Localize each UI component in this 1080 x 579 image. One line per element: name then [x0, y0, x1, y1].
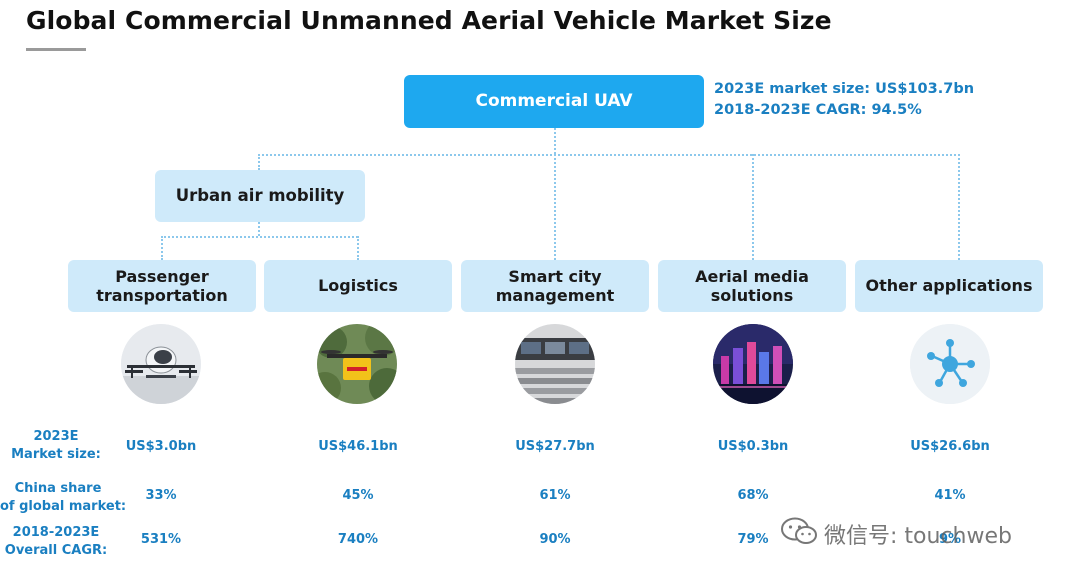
market-size-value: US$27.7bn	[515, 439, 595, 454]
watermark-text: 微信号: touchweb	[824, 524, 1012, 549]
row-label-china-share: China share of global market:	[0, 480, 127, 516]
category-passenger-transportation: Passenger transportation	[68, 260, 256, 312]
page-title: Global Commercial Unmanned Aerial Vehicl…	[26, 6, 832, 35]
connector-to-other-applications	[958, 154, 960, 260]
china-share-value: 61%	[539, 488, 571, 503]
root-market-size-stat: 2023E market size: US$103.7bn	[714, 81, 975, 97]
category-label-line2: transportation	[96, 286, 228, 305]
delivery-drone-photo	[317, 324, 397, 404]
category-label-line1: Aerial media	[695, 266, 809, 286]
market-size-value: US$46.1bn	[318, 439, 398, 454]
wechat-watermark: 微信号: touchweb	[780, 516, 1012, 552]
urban-air-mobility-node: Urban air mobility	[155, 170, 365, 222]
category-label-line2: management	[495, 286, 615, 305]
market-size-value: US$0.3bn	[717, 439, 789, 454]
connector-to-passenger	[161, 236, 163, 260]
category-aerial-media-solutions: Aerial media solutions	[658, 260, 846, 312]
china-share-value: 41%	[934, 488, 966, 503]
cagr-value: 90%	[539, 532, 571, 547]
passenger-drone-photo	[121, 324, 201, 404]
cagr-value: 740%	[337, 532, 379, 547]
root-cagr-stat: 2018-2023E CAGR: 94.5%	[714, 102, 922, 118]
city-night-photo	[713, 324, 793, 404]
category-label-line1: Passenger	[115, 266, 209, 286]
wechat-icon	[780, 516, 818, 552]
connector-uam-bus	[161, 236, 358, 238]
connector-uam-down	[258, 222, 260, 236]
category-smart-city-management: Smart city management	[461, 260, 649, 312]
category-label-line1: Logistics	[318, 276, 398, 296]
market-size-value: US$26.6bn	[910, 439, 990, 454]
cagr-value: 79%	[737, 532, 769, 547]
row-label-line2: Market size:	[11, 447, 101, 462]
category-label-line2: solutions	[710, 286, 794, 305]
root-stats: 2023E market size: US$103.7bn 2018-2023E…	[714, 79, 974, 121]
china-share-value: 45%	[342, 488, 374, 503]
category-logistics: Logistics	[264, 260, 452, 312]
connector-root-down	[554, 128, 556, 154]
network-icon	[910, 324, 990, 404]
connector-top-bus	[258, 154, 960, 156]
cagr-value: 9%	[938, 532, 962, 547]
row-label-market-size: 2023E Market size:	[0, 428, 112, 464]
commercial-uav-node: Commercial UAV	[404, 75, 704, 128]
china-share-value: 33%	[145, 488, 177, 503]
category-label-line1: Smart city	[508, 266, 602, 286]
category-other-applications: Other applications	[855, 260, 1043, 312]
connector-to-aerial-media	[752, 154, 754, 260]
row-label-line1: China share	[14, 481, 102, 496]
row-label-line2: of global market:	[0, 499, 127, 514]
connector-to-urban-air-mobility	[258, 154, 260, 170]
category-label-line1: Other applications	[865, 276, 1033, 296]
control-room-photo	[515, 324, 595, 404]
row-label-line1: 2018-2023E	[12, 525, 100, 540]
cagr-value: 531%	[140, 532, 182, 547]
row-label-cagr: 2018-2023E Overall CAGR:	[0, 524, 112, 560]
market-size-value: US$3.0bn	[125, 439, 197, 454]
china-share-value: 68%	[737, 488, 769, 503]
row-label-line1: 2023E	[33, 429, 79, 444]
title-underline	[26, 48, 86, 51]
connector-to-smart-city	[554, 154, 556, 260]
connector-to-logistics	[357, 236, 359, 260]
row-label-line2: Overall CAGR:	[4, 543, 108, 558]
